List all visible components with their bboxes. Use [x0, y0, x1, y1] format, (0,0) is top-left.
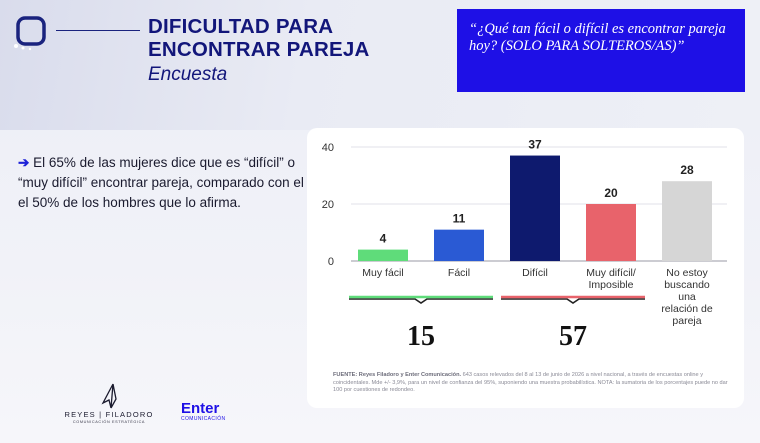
group-bracket: [349, 298, 493, 304]
x-tick-label: Difícil: [522, 267, 548, 279]
enter-logo: Enter COMUNICACIÓN: [181, 401, 226, 422]
group-total-label: 15: [407, 321, 435, 352]
pen-nib-icon: [101, 383, 117, 409]
x-tick-label: Muy fácil: [362, 267, 403, 279]
page-subtitle: Encuesta: [148, 64, 228, 85]
x-tick-label-line: Muy fácil: [362, 267, 403, 279]
data-label: 4: [380, 232, 387, 246]
bar: [510, 155, 560, 261]
title-accent-line: [56, 30, 140, 31]
data-label: 11: [453, 212, 466, 226]
question-box: “¿Qué tan fácil o difícil es encontrar p…: [457, 9, 745, 92]
bar: [662, 181, 712, 261]
y-tick-label: 40: [322, 142, 334, 154]
bar: [434, 229, 484, 261]
x-tick-label-line: relación de: [661, 303, 713, 315]
x-tick-label-line: Imposible: [589, 279, 634, 291]
x-tick-label-line: pareja: [672, 315, 701, 327]
source-text: 643 casos relevados del 8 al 13 de junio…: [333, 372, 728, 393]
x-tick-label-line: una: [678, 291, 696, 303]
x-tick-label-line: Muy difícil/: [586, 267, 636, 279]
group-total-label: 57: [559, 321, 587, 352]
x-tick-label: Muy difícil/Imposible: [586, 267, 636, 291]
bar: [586, 204, 636, 261]
enter-logo-tagline: COMUNICACIÓN: [181, 416, 226, 422]
y-tick-label: 0: [328, 256, 334, 268]
reyes-filadoro-tagline: COMUNICACIÓN ESTRATÉGICA: [72, 420, 146, 424]
key-finding-text: El 65% de las mujeres dice que es “difíc…: [18, 155, 304, 210]
page-title: DIFICULTAD PARA ENCONTRAR PAREJA: [148, 15, 370, 61]
group-bracket: [501, 298, 645, 304]
source-note: FUENTE: Reyes Filadoro y Enter Comunicac…: [333, 372, 733, 395]
data-label: 28: [680, 163, 694, 177]
arrow-right-icon: ➔: [18, 155, 30, 170]
reyes-filadoro-logo: REYES | FILADORO COMUNICACIÓN ESTRATÉGIC…: [64, 383, 154, 424]
bar-chart: 0 20 40 4 Muy fácil 11 Fácil 37 Difícil 20 Muy dif…: [322, 138, 727, 352]
x-tick-label-line: Fácil: [448, 267, 470, 279]
x-tick-label: No estoy buscando una relación de pareja: [661, 267, 713, 327]
source-label: FUENTE: Reyes Filadoro y Enter Comunicac…: [333, 372, 462, 378]
reyes-filadoro-name: REYES | FILADORO: [64, 410, 154, 419]
brand-mark-icon: [14, 16, 46, 51]
x-tick-label-line: Difícil: [522, 267, 548, 279]
bar: [358, 249, 408, 261]
x-tick-label: Fácil: [448, 267, 470, 279]
key-finding: ➔ El 65% de las mujeres dice que es “dif…: [18, 153, 308, 213]
x-tick-label-line: buscando: [664, 279, 710, 291]
data-label: 37: [528, 138, 542, 152]
x-tick-label-line: No estoy: [666, 267, 708, 279]
enter-logo-name: Enter: [181, 400, 220, 417]
y-tick-label: 20: [322, 199, 334, 211]
data-label: 20: [604, 186, 618, 200]
